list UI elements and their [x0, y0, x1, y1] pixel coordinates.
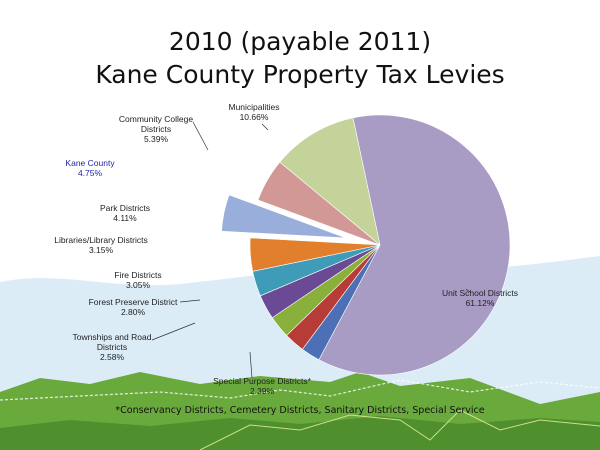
grass-highlight-line [0, 379, 600, 401]
grass-foreground [0, 416, 600, 450]
chart-footnote: *Conservancy Districts, Cemetery Distric… [115, 405, 485, 416]
slice-label: Municipalities 10.66% [228, 102, 279, 122]
leader-line [192, 121, 209, 151]
grass-trail-line [199, 409, 600, 450]
pie-slice-kane-county [219, 192, 351, 240]
leader-line [151, 322, 196, 341]
slice-label: Fire Districts 3.05% [114, 270, 161, 290]
leader-line [249, 351, 253, 379]
chart-title-line-2: Kane County Property Tax Levies [95, 60, 505, 89]
slice-label: Park Districts 4.11% [100, 203, 150, 223]
slice-label: Special Purpose Districts* 2.39% [213, 376, 311, 396]
leader-line [465, 288, 471, 293]
leader-line [261, 123, 269, 131]
slice-label: Townships and Road Districts 2.58% [73, 332, 152, 362]
slice-label: Unit School Districts 61.12% [442, 288, 518, 308]
slice-label: Kane County 4.75% [65, 158, 115, 178]
pie-slice-park-districts [249, 237, 381, 272]
pie-slice-municipalities [279, 117, 381, 246]
pie-slice-unit-school-districts [318, 114, 511, 376]
slice-label: Community College Districts 5.39% [119, 114, 193, 144]
leader-line [179, 299, 201, 303]
slice-label: Forest Preserve District 2.80% [89, 297, 178, 317]
slice-label: Libraries/Library Districts 3.15% [54, 235, 148, 255]
chart-title-line-1: 2010 (payable 2011) [168, 27, 432, 56]
